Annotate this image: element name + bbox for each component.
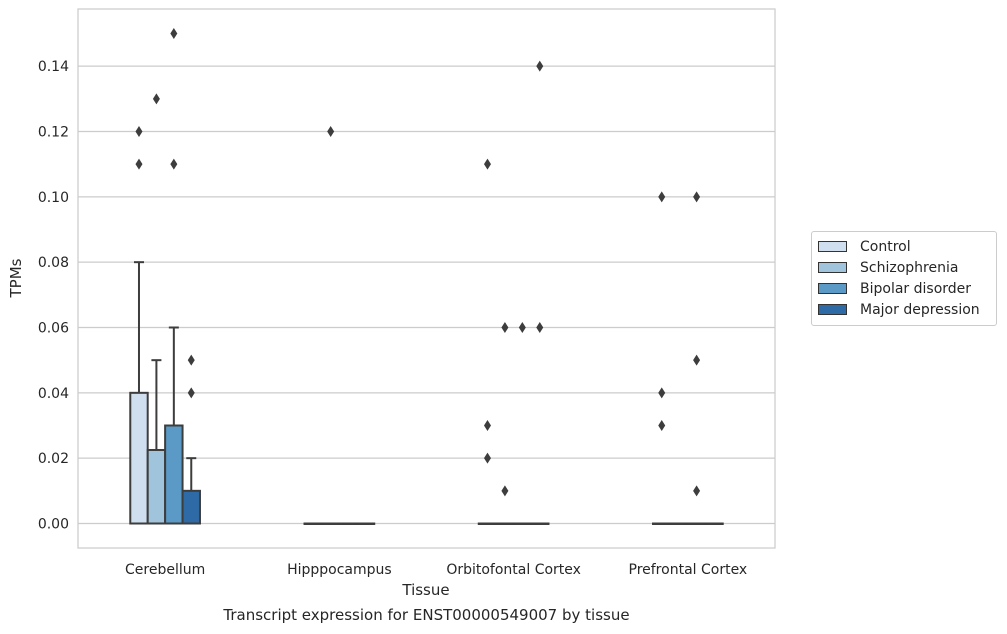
outlier-point <box>135 158 143 170</box>
outlier-point <box>501 485 509 497</box>
outlier-point <box>483 420 491 431</box>
outlier-point <box>658 191 666 203</box>
box-bipolar-disorder <box>338 522 358 525</box>
outlier-point <box>187 387 195 399</box>
legend-item: Schizophrenia <box>818 257 996 278</box>
legend-swatch <box>818 241 847 252</box>
y-tick-label: 0.14 <box>38 59 69 75</box>
x-tick-label: Prefrontal Cortex <box>629 562 748 578</box>
y-tick-label: 0.10 <box>38 190 69 206</box>
legend-item: Control <box>818 236 996 257</box>
y-tick-label: 0.00 <box>38 517 69 533</box>
outlier-point <box>152 93 160 105</box>
box-control <box>129 126 149 525</box>
legend-label: Control <box>860 238 911 255</box>
box-bipolar-disorder <box>686 191 707 525</box>
outlier-point <box>536 322 544 333</box>
y-tick-label: 0.02 <box>38 451 69 467</box>
legend-swatch <box>818 283 847 294</box>
outlier-point <box>658 387 666 399</box>
outlier-point <box>693 191 701 203</box>
outlier-point <box>483 158 491 170</box>
box-series <box>129 28 724 525</box>
box-major-depression <box>181 354 201 525</box>
outlier-point <box>536 60 544 72</box>
box-major-depression <box>530 60 550 525</box>
y-tick-label: 0.12 <box>38 125 69 141</box>
box <box>164 424 184 525</box>
legend-label: Major depression <box>860 301 980 318</box>
box-major-depression <box>355 522 376 525</box>
y-axis-ticks: 0.00 0.02 0.04 0.06 0.08 0.10 0.12 0.14 <box>38 59 69 532</box>
outlier-point <box>327 126 335 137</box>
box-schizophrenia <box>320 126 341 525</box>
box-major-depression <box>704 522 724 525</box>
x-tick-label: Hipppocampus <box>287 562 392 578</box>
box-control <box>477 158 498 525</box>
box-schizophrenia <box>495 322 515 525</box>
outlier-point <box>658 420 666 431</box>
legend-item: Bipolar disorder <box>818 278 996 299</box>
outlier-point <box>693 485 701 497</box>
box-bipolar-disorder <box>512 322 533 525</box>
outlier-point <box>187 354 195 366</box>
box-schizophrenia <box>146 93 167 525</box>
box-bipolar-disorder <box>164 28 184 525</box>
outlier-point <box>518 322 526 333</box>
box-control <box>303 522 323 525</box>
legend-item: Major depression <box>818 299 996 320</box>
legend: Control Schizophrenia Bipolar disorder Majo… <box>811 231 997 326</box>
legend-label: Bipolar disorder <box>860 280 972 297</box>
x-axis-ticks: Cerebellum Hipppocampus Orbitofontal Corte… <box>125 562 747 578</box>
legend-swatch <box>818 262 847 273</box>
legend-label: Schizophrenia <box>860 259 959 276</box>
y-tick-label: 0.08 <box>38 255 69 271</box>
box-control <box>652 191 672 525</box>
x-tick-label: Orbitofontal Cortex <box>446 562 581 578</box>
y-axis-label: TPMs <box>7 258 25 298</box>
box <box>181 489 201 525</box>
x-axis-label: Tissue <box>401 581 449 599</box>
outlier-point <box>501 322 509 333</box>
box <box>146 449 167 525</box>
legend-swatch <box>818 304 847 315</box>
outlier-point <box>135 126 143 137</box>
outlier-point <box>170 158 178 170</box>
x-tick-label: Cerebellum <box>125 562 205 578</box>
y-tick-label: 0.04 <box>38 386 69 402</box>
outlier-point <box>693 354 701 366</box>
outlier-point <box>170 28 178 39</box>
plot-frame <box>77 8 776 549</box>
box <box>129 391 149 525</box>
outlier-point <box>483 452 491 464</box>
y-tick-label: 0.06 <box>38 321 69 337</box>
box-schizophrenia <box>669 522 689 525</box>
chart-caption: Transcript expression for ENST0000054900… <box>223 606 630 624</box>
